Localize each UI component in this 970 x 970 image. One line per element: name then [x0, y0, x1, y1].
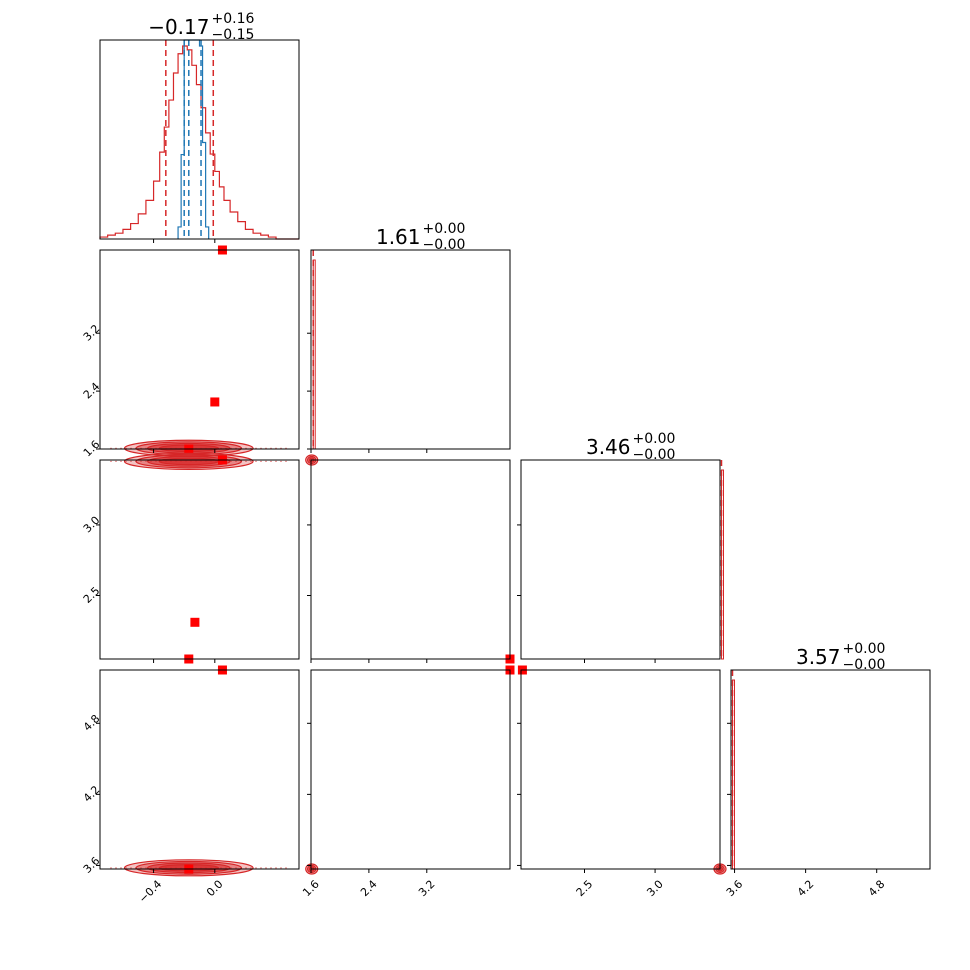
y-tick-label: 1.6	[81, 438, 103, 460]
titles-layer: −0.17 +0.16−0.151.61 +0.00−0.003.46 +0.00−0…	[148, 11, 885, 673]
hist-red-steps	[99, 45, 299, 240]
title-upper-error: +0.16	[212, 11, 255, 27]
hist-panel-0	[99, 39, 300, 240]
y-tick-label: 4.8	[81, 712, 103, 734]
hist-frame-3	[730, 669, 931, 870]
scatter-panel-2-1	[305, 454, 515, 664]
title-upper-error: +0.00	[423, 221, 466, 237]
y-tick-label: 3.0	[81, 514, 103, 536]
param-title-0: −0.17 +0.16−0.15	[148, 11, 254, 43]
y-tick-label: 2.4	[81, 380, 103, 402]
scatter-panel-3-2	[517, 665, 727, 875]
y-tick-label: 2.5	[81, 584, 103, 606]
title-lower-error: −0.00	[423, 237, 466, 253]
scatter-frame	[99, 249, 300, 450]
scatter-frame	[310, 669, 511, 870]
scatter-panel-1-0	[99, 245, 300, 457]
density-contour-3	[158, 457, 219, 466]
x-tick-label: 3.2	[416, 878, 438, 900]
ticks-layer: 1.6 2.4 3.2 2.5 3.0 −0.4 0.0 3.6 4.2 4.8 1.6 2.4 3.2…	[81, 239, 888, 906]
scatter-panel-3-1	[305, 665, 515, 875]
hist-panel-3	[730, 669, 931, 870]
title-upper-error: +0.00	[633, 431, 676, 447]
hist-frame-0	[99, 39, 300, 240]
x-tick-label: 3.0	[644, 878, 666, 900]
scatter-frame	[310, 459, 511, 660]
scatter-frame	[520, 669, 721, 870]
x-tick-label: 2.5	[574, 878, 596, 900]
x-tick-label: −0.4	[136, 878, 164, 906]
x-tick-label: 4.8	[866, 878, 888, 900]
y-tick-label: 4.2	[81, 783, 103, 805]
x-tick-label: 1.6	[300, 878, 322, 900]
param-title-1: 1.61 +0.00−0.00	[376, 221, 465, 253]
title-lower-error: −0.15	[212, 27, 255, 43]
title-median: −0.17	[148, 15, 209, 39]
title-lower-error: −0.00	[843, 657, 886, 673]
x-tick-label: 3.6	[724, 878, 746, 900]
y-tick-label: 3.2	[81, 322, 103, 344]
hist-panel-2	[520, 459, 724, 660]
scatter-panel-3-0	[99, 665, 300, 877]
hist-frame-1	[310, 249, 511, 450]
title-lower-error: −0.00	[633, 447, 676, 463]
title-median: 1.61	[376, 225, 421, 249]
y-tick-label: 3.6	[81, 854, 103, 876]
x-tick-label: 2.4	[358, 878, 380, 900]
hist-panel-1	[310, 249, 511, 450]
title-median: 3.46	[586, 435, 631, 459]
param-title-2: 3.46 +0.00−0.00	[586, 431, 675, 463]
param-title-3: 3.57 +0.00−0.00	[796, 641, 885, 673]
scatter-panel-2-0	[99, 452, 300, 664]
x-tick-label: 0.0	[204, 878, 226, 900]
scatter-frame	[99, 459, 300, 660]
x-tick-label: 4.2	[795, 878, 817, 900]
marker-point-1	[190, 617, 200, 627]
marker-point-1	[210, 397, 220, 407]
title-upper-error: +0.00	[843, 641, 886, 657]
scatter-frame	[99, 669, 300, 870]
title-median: 3.57	[796, 645, 841, 669]
hist-frame-2	[520, 459, 721, 660]
panels-layer	[99, 39, 931, 877]
hist-blue-steps	[177, 39, 210, 239]
